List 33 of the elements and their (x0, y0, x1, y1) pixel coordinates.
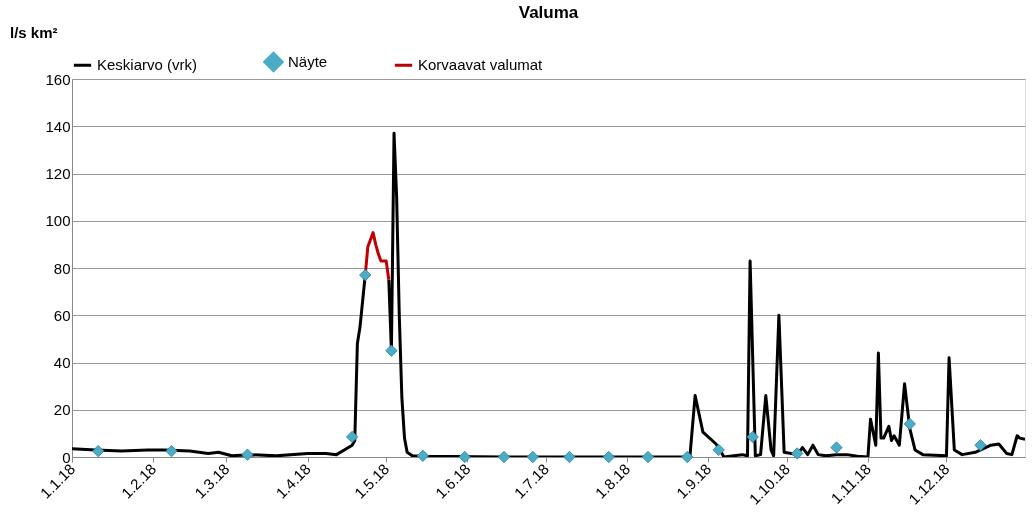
point (791, 447, 804, 460)
point (165, 444, 178, 458)
y-tick-label: 100 (45, 212, 71, 230)
y-tick-label: 160 (45, 70, 71, 88)
point (526, 450, 539, 464)
y-tick-label: 40 (53, 354, 71, 371)
chart-title: Valuma (518, 3, 579, 22)
point (746, 430, 759, 444)
point (416, 449, 429, 462)
y-tick-label: 60 (53, 306, 71, 324)
point (903, 417, 916, 431)
point (241, 448, 254, 461)
point (602, 450, 615, 464)
point (359, 268, 372, 282)
y-tick-label: 120 (45, 165, 71, 182)
point (712, 443, 725, 457)
point (346, 430, 359, 444)
point (830, 441, 843, 454)
point (974, 439, 987, 452)
point (497, 450, 511, 464)
point (92, 444, 105, 458)
point (563, 450, 576, 464)
y-tick-label: 140 (45, 117, 71, 135)
y-axis-title: l/s km² (10, 24, 58, 41)
point (385, 344, 398, 357)
legend-label: Näyte (288, 52, 328, 70)
point (458, 450, 471, 464)
point (641, 450, 655, 464)
legend-label: Korvaavat valumat (418, 56, 544, 74)
y-tick-label: 20 (53, 401, 71, 419)
legend-label: Keskiarvo (vrk) (97, 56, 198, 74)
point (681, 450, 694, 464)
y-tick-label: 80 (53, 259, 71, 277)
